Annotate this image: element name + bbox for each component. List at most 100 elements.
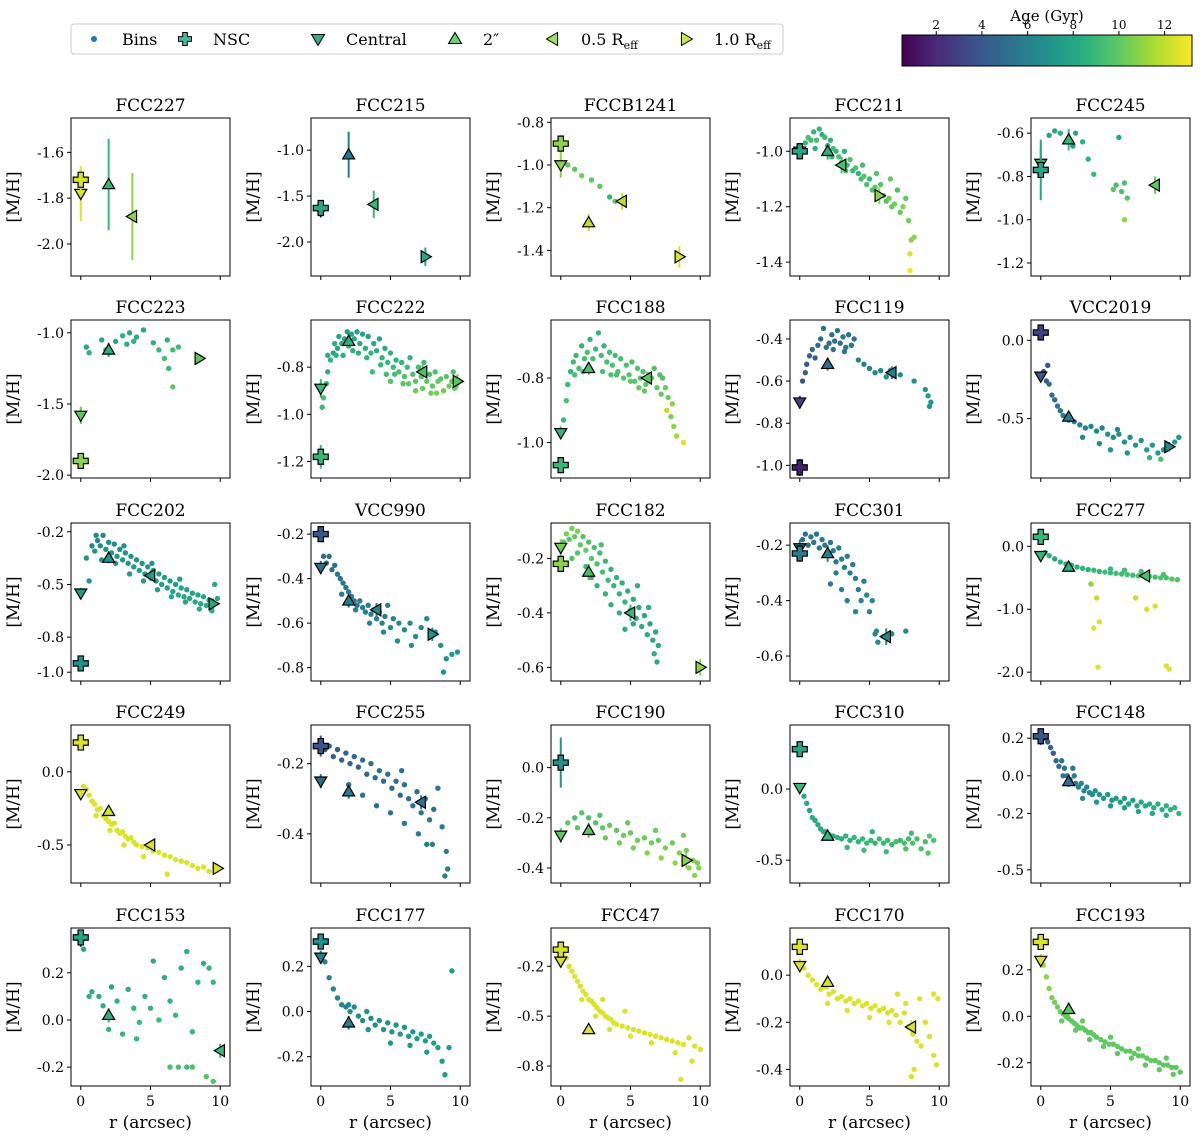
bin-point: [1131, 1050, 1137, 1057]
bin-point: [833, 559, 839, 565]
bin-point: [669, 401, 676, 407]
panel-title: FCC148: [1075, 703, 1145, 723]
bin-point: [92, 801, 98, 807]
y-tick-label: -0.5: [37, 838, 64, 854]
bin-point: [1163, 803, 1169, 809]
bin-point: [572, 372, 578, 378]
bin-point: [156, 1017, 162, 1023]
bin-point: [391, 371, 398, 377]
y-tick-label: -0.8: [277, 661, 304, 677]
bin-point: [616, 591, 623, 597]
bin-point: [350, 347, 356, 354]
panel-frame: [310, 319, 471, 479]
panel-frame: [550, 724, 711, 884]
central-marker: [792, 782, 807, 795]
bin-point: [401, 781, 408, 788]
bin-point: [569, 555, 575, 562]
bin-point: [119, 829, 126, 835]
bin-point: [1096, 568, 1103, 575]
bin-point: [412, 633, 419, 640]
bin-point: [606, 1026, 613, 1033]
bin-point: [644, 850, 650, 856]
bin-point: [1045, 739, 1051, 745]
bin-point: [911, 1066, 917, 1073]
bin-point: [1058, 758, 1065, 764]
bin-point: [585, 539, 592, 545]
panel-data: [791, 741, 937, 856]
panel-frame: [310, 724, 471, 884]
y-tick-label: -0.2: [277, 527, 304, 543]
bin-point: [566, 536, 572, 543]
bin-point: [627, 1033, 634, 1039]
bin-point: [802, 531, 809, 537]
x-tick-label: 5: [1106, 1094, 1115, 1110]
bin-point: [908, 1073, 915, 1080]
bin-point: [320, 553, 327, 560]
bin-point: [444, 866, 451, 872]
panel-FCC301: FCC301 -0.6 -0.4 -0.2 [M/H]: [723, 501, 950, 685]
bin-point: [636, 385, 642, 391]
legend-tri-left-marker: [545, 31, 559, 47]
bin-point: [830, 548, 836, 554]
bin-point: [1134, 803, 1140, 809]
bin-point: [588, 177, 595, 183]
bin-point: [903, 628, 909, 634]
bin-point: [1046, 132, 1052, 139]
bin-point: [1166, 666, 1172, 672]
bin-point: [128, 834, 134, 841]
bin-point: [577, 983, 583, 989]
bin-point: [926, 833, 933, 839]
bin-point: [136, 567, 143, 574]
bin-point: [1078, 780, 1084, 787]
bin-point: [376, 336, 383, 342]
bin-point: [1091, 567, 1097, 573]
bin-point: [602, 591, 609, 597]
y-axis-label: [M/H]: [964, 981, 984, 1032]
bin-point: [852, 609, 859, 615]
bin-point: [1146, 801, 1153, 807]
y-tick-label: -1.0: [756, 458, 783, 474]
bin-point: [1046, 553, 1052, 559]
bin-point: [401, 1024, 408, 1031]
y-axis-label: [M/H]: [244, 171, 264, 222]
bin-point: [319, 404, 325, 410]
bin-point: [438, 376, 444, 382]
bin-point: [382, 345, 388, 351]
bin-point: [869, 597, 875, 604]
bin-point: [583, 547, 589, 553]
y-tick-label: -1.0: [756, 144, 783, 160]
y-tick-label: -0.8: [37, 630, 64, 646]
bin-point: [189, 590, 196, 596]
bin-point: [327, 357, 334, 363]
panel-background: [311, 725, 470, 883]
bin-point: [387, 378, 394, 385]
bin-point: [347, 1008, 353, 1015]
bin-point: [1121, 217, 1128, 223]
bin-point: [177, 576, 183, 582]
y-tick-label: -1.0: [37, 665, 64, 681]
bin-point: [597, 812, 603, 818]
y-axis-label: [M/H]: [244, 373, 264, 424]
panel-title: FCC188: [595, 298, 665, 318]
y-tick-label: -0.2: [756, 538, 783, 554]
bin-point: [608, 602, 614, 608]
half-marker: [1138, 568, 1151, 583]
panel-data: [791, 938, 941, 1080]
bin-point: [449, 968, 455, 974]
bin-point: [122, 550, 129, 556]
half-marker: [904, 1019, 917, 1035]
bin-point: [599, 569, 606, 575]
two-marker: [581, 361, 596, 374]
panel-background: [71, 725, 230, 883]
bin-point: [1114, 1043, 1121, 1050]
half-marker: [414, 795, 426, 810]
bin-point: [1148, 1057, 1154, 1064]
bin-point: [338, 1002, 345, 1008]
bin-point: [165, 365, 172, 372]
y-tick-label: 0.0: [522, 761, 544, 777]
bin-point: [1107, 447, 1114, 453]
x-tick-label: 0: [316, 1094, 325, 1110]
panel-background: [1031, 118, 1190, 276]
y-tick-label: -0.2: [997, 1056, 1024, 1072]
bin-point: [131, 564, 137, 570]
